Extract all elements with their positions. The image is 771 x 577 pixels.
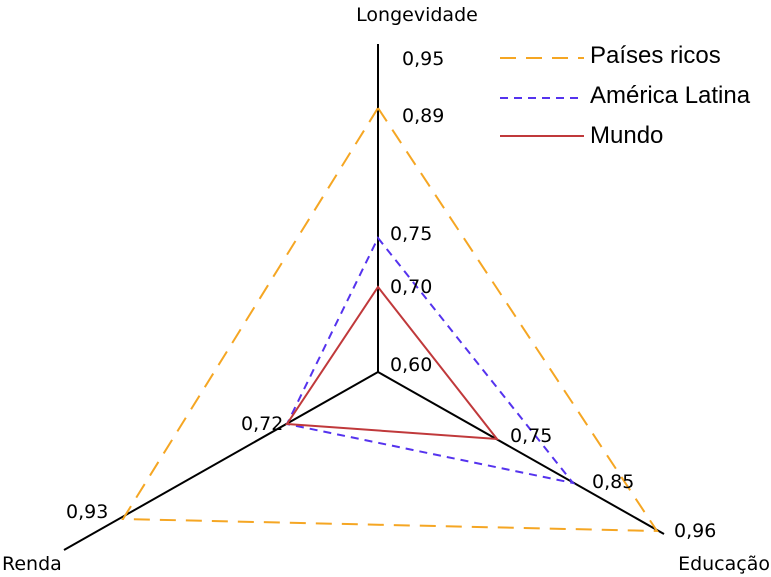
- tick-label-longevidade-075: 0,75: [390, 223, 432, 245]
- axis-renda: [63, 371, 379, 551]
- series-america-latina-line: [285, 236, 576, 485]
- value-label-renda-072: 0,72: [241, 413, 283, 435]
- axis-title-renda: Renda: [2, 553, 62, 575]
- legend-label-paises-ricos: Países ricos: [590, 42, 721, 69]
- tick-label-center-060: 0,60: [390, 354, 432, 376]
- series-mundo-line: [285, 285, 500, 441]
- value-label-renda-093: 0,93: [66, 501, 108, 523]
- legend: Países ricos América Latina Mundo: [500, 42, 751, 149]
- legend-label-mundo: Mundo: [590, 122, 663, 149]
- axis-educacao: [377, 371, 665, 535]
- value-label-educacao-075: 0,75: [510, 425, 552, 447]
- axis-title-longevidade: Longevidade: [356, 4, 478, 26]
- legend-label-america-latina: América Latina: [590, 82, 751, 109]
- axis-title-educacao: Educação: [678, 553, 770, 575]
- tick-label-longevidade-070: 0,70: [390, 276, 432, 298]
- tick-label-longevidade-089: 0,89: [402, 105, 444, 127]
- series-paises-ricos-line: [121, 106, 659, 533]
- value-label-educacao-096: 0,96: [674, 520, 716, 542]
- tick-label-longevidade-095: 0,95: [402, 48, 444, 70]
- value-label-educacao-085: 0,85: [592, 471, 634, 493]
